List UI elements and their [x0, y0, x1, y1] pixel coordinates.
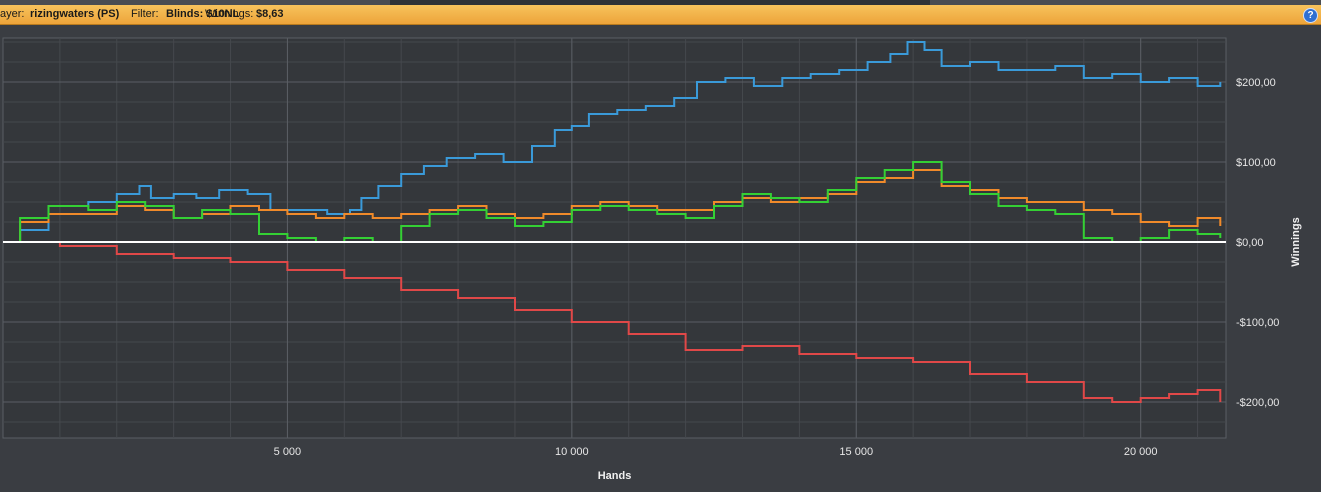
filter-label: Filter: — [131, 8, 159, 20]
y-axis-ticks: $200,00 $100,00 $0,00 -$100,00 -$200,00 — [1236, 77, 1279, 409]
series-lines — [3, 41, 1222, 403]
series-line-1 — [3, 41, 1222, 243]
filter-header-bar: ayer: rizingwaters (PS) Filter: Blinds: … — [0, 5, 1321, 25]
y-tick-label: $200,00 — [1236, 77, 1276, 89]
x-tick-label: 20 000 — [1124, 446, 1158, 458]
chart-panel: 5 000 10 000 15 000 20 000 $200,00 $100,00 $0… — [0, 25, 1321, 487]
x-tick-label: 5 000 — [274, 446, 302, 458]
x-axis-ticks: 5 000 10 000 15 000 20 000 — [274, 446, 1158, 458]
help-icon[interactable]: ? — [1303, 8, 1318, 23]
y-tick-label: $100,00 — [1236, 157, 1276, 169]
y-tick-label: -$200,00 — [1236, 397, 1279, 409]
winnings-value: $8,63 — [256, 8, 284, 20]
series-line-2 — [3, 169, 1222, 243]
winnings-chart: 5 000 10 000 15 000 20 000 $200,00 $100,00 $0… — [2, 37, 1302, 482]
player-label: ayer: — [0, 8, 25, 20]
window-top-strip-accent — [390, 0, 930, 5]
series-line-4 — [3, 241, 1222, 403]
y-axis-label: Winnings — [1290, 217, 1302, 266]
player-value: rizingwaters (PS) — [30, 8, 120, 20]
x-tick-label: 15 000 — [839, 446, 873, 458]
winnings-label: Winnings: — [205, 8, 254, 20]
x-axis-label: Hands — [598, 470, 632, 482]
window-top-strip — [0, 0, 1321, 5]
x-tick-label: 10 000 — [555, 446, 589, 458]
y-tick-label: -$100,00 — [1236, 317, 1279, 329]
series-line-3 — [3, 161, 1222, 243]
y-tick-label: $0,00 — [1236, 237, 1264, 249]
plot-area — [2, 37, 1227, 439]
filter-value: Blinds: $10NL — [166, 8, 240, 20]
